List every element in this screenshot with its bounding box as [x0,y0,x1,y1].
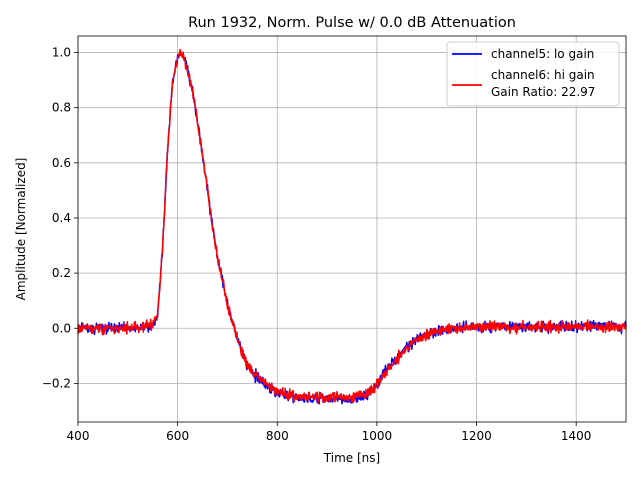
x-tick-label: 600 [166,429,189,443]
legend-label-channel5: channel5: lo gain [491,47,594,61]
plot-frame [77,35,627,423]
legend-box [446,41,620,107]
x-tick-label: 1000 [362,429,393,443]
y-tick-label: 0.8 [52,101,71,115]
y-tick-label: −0.2 [42,376,71,390]
legend-label-channel6: channel6: hi gain [491,68,595,82]
x-tick-label: 1200 [461,429,492,443]
chart-title: Run 1932, Norm. Pulse w/ 0.0 dB Attenuat… [188,15,516,31]
series-line-channel6 [77,48,627,404]
grid [77,36,626,422]
y-tick-label: 0.4 [52,211,71,225]
x-tick-label: 1400 [561,429,592,443]
y-axis-label: Amplitude [Normalized] [14,158,28,301]
legend-label-gain-ratio: Gain Ratio: 22.97 [491,85,595,99]
ticks: 400 600 800 1000 1200 1400 −0.2 0.0 0.2 0.4 0.6 0.8… [42,46,592,443]
x-tick-label: 800 [266,429,289,443]
series-layer [77,48,627,405]
y-tick-label: 0.2 [52,266,71,280]
x-tick-label: 400 [67,429,90,443]
y-tick-label: 1.0 [52,46,71,60]
legend: channel5: lo gain channel6: hi gain Gain… [446,41,620,107]
x-axis-label: Time [ns] [323,451,380,465]
y-tick-label: 0.0 [52,321,71,335]
y-tick-label: 0.6 [52,156,71,170]
